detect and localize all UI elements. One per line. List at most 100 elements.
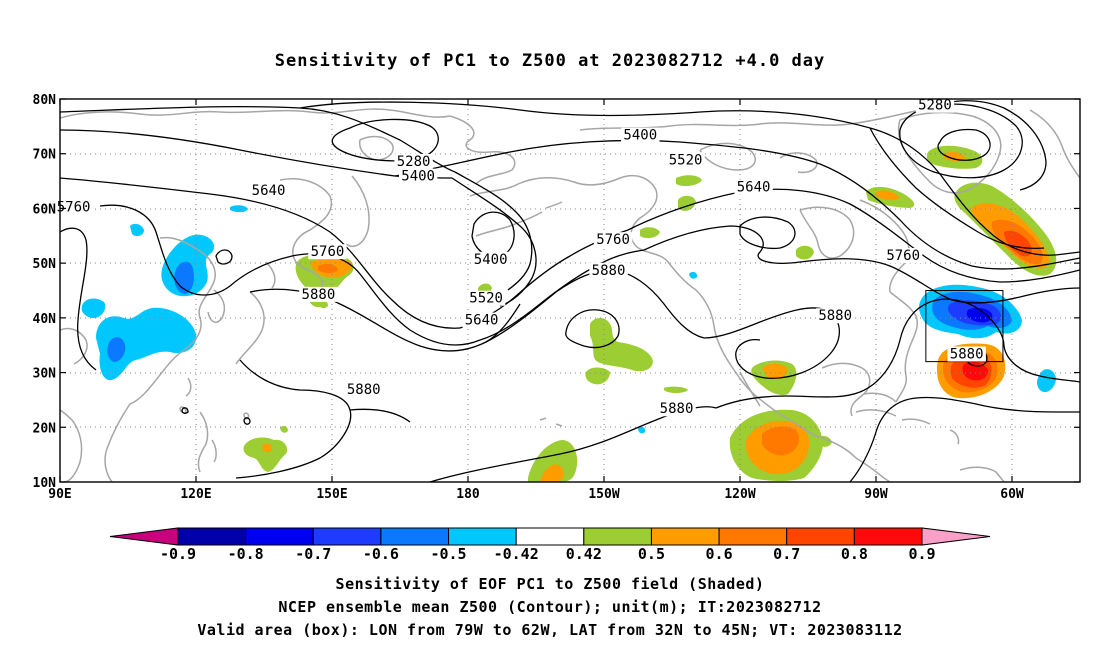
- colorbar-label: 0.8: [841, 545, 868, 563]
- contour-5760-canada-loop: [739, 216, 796, 250]
- contour-5520-alaska: [394, 139, 1080, 270]
- colorbar-label: 0.42: [566, 545, 602, 563]
- contour-label-bg: [657, 401, 696, 417]
- contour-label: 5640: [465, 313, 499, 329]
- pos-shade-alaska-1: [676, 175, 702, 187]
- contour-5880-atlantic: [1003, 345, 1080, 383]
- pos-shade-canada-west: [796, 245, 814, 260]
- contour-5760-aleutian: [479, 249, 645, 341]
- lon-label: 120W: [724, 487, 755, 502]
- contour-label-bg: [589, 262, 628, 278]
- lon-label: 90W: [864, 487, 888, 502]
- neg-shade-us-east-center: [966, 307, 993, 323]
- neg-shade-small-1: [130, 223, 144, 237]
- coastline-europe: [1029, 109, 1080, 179]
- lat-label: 20N: [33, 421, 57, 436]
- colorbar-swatch: [853, 527, 923, 546]
- colorbar-swatch: [448, 527, 517, 546]
- pos-shade-small-pos-2: [318, 299, 328, 309]
- coastline-korea: [207, 289, 226, 323]
- colorbar-high-end: [921, 527, 991, 546]
- contour-5760-canada: [643, 225, 1080, 304]
- coastline-baja: [739, 371, 761, 407]
- colorbar-label: -0.9: [160, 545, 196, 563]
- neg-shade-small-4: [638, 426, 646, 434]
- contour-label-bg: [947, 346, 986, 362]
- neg-shade-china-core: [107, 337, 126, 362]
- colorbar-swatch: [583, 527, 652, 546]
- colorbar-swatch: [515, 527, 585, 546]
- contour-5520-aleutian: [451, 177, 537, 307]
- contour-label-bg: [734, 179, 773, 195]
- contour-label-bg: [666, 152, 705, 168]
- colorbar-label: 0.5: [638, 545, 665, 563]
- contour-label: 5760: [596, 232, 630, 248]
- contour-5280-greenland-inner: [937, 128, 991, 161]
- coastline-aleutians: [475, 201, 563, 237]
- lat-label: 60N: [33, 202, 57, 217]
- caption-line-3: Valid area (box): LON from 79W to 62W, L…: [197, 621, 903, 639]
- pos-shade-pacific-ne-green: [818, 435, 832, 447]
- pos-shade-pacific-south-core: [540, 464, 564, 482]
- coastline-small-islands: [179, 406, 250, 420]
- contour-label: 5640: [737, 180, 771, 196]
- neg-shade-small-3: [689, 271, 698, 279]
- contour-label-bg: [398, 168, 438, 184]
- contour-5400-hudson: [869, 127, 1045, 250]
- neg-shade-siberia-west: [81, 298, 106, 318]
- contour-5640-band: [60, 177, 461, 329]
- caption-line-2: NCEP ensemble mean Z500 (Contour); unit(…: [278, 598, 822, 616]
- pos-shade-pacific-south: [528, 440, 578, 482]
- contour-5400-alaska: [299, 101, 1080, 256]
- colorbar-label: -0.8: [228, 545, 264, 563]
- colorbar-swatch: [312, 527, 382, 546]
- contour-5880-dome: [565, 309, 620, 349]
- coastline-okhotsk: [279, 178, 333, 297]
- colorbar-swatch: [786, 527, 855, 546]
- coastline-us-west: [695, 289, 757, 397]
- contour-label: 5880: [818, 308, 852, 324]
- coastline-mexico: [755, 395, 857, 459]
- contour-label: 5280: [918, 98, 952, 114]
- lat-label: 10N: [33, 476, 57, 491]
- contour-label: 5520: [469, 291, 503, 307]
- coastline-us-east: [889, 291, 919, 403]
- caption-line-1: Sensitivity of EOF PC1 to Z500 field (Sh…: [335, 575, 765, 593]
- contour-label: 5520: [669, 152, 703, 168]
- colorbar-low-end: [109, 527, 179, 546]
- contour-label-bg: [466, 290, 506, 306]
- coastline-caribbean: [855, 409, 960, 445]
- contour-5880-west-pac-south: [235, 359, 352, 479]
- coastline-china-inland: [60, 327, 88, 365]
- shading-layer: [81, 145, 1057, 482]
- coastline-south-america: [959, 466, 1005, 482]
- contour-label: 5880: [302, 287, 336, 303]
- colorbar-label: 0.9: [908, 545, 935, 563]
- lon-label: 150W: [588, 487, 619, 502]
- map-frame: [59, 98, 1081, 483]
- contour-label-bg: [394, 153, 433, 169]
- contour-5400-aleutian: [454, 171, 533, 291]
- coastline-central-america: [855, 457, 891, 482]
- pos-shade-atlantic-north-inner: [1004, 230, 1032, 257]
- contour-label-bg: [884, 248, 923, 264]
- coastline-canada-islands: [699, 142, 818, 174]
- contour-5880-us: [703, 307, 840, 379]
- contour-label: 5760: [886, 248, 920, 264]
- coastline-india: [60, 409, 73, 421]
- contour-label-bg: [299, 286, 338, 302]
- lon-label: 120E: [180, 487, 211, 502]
- contour-5880-east: [715, 298, 1005, 409]
- contour-small-loop-1: [215, 249, 233, 265]
- contour-label: 5400: [474, 252, 508, 268]
- contour-label-bg: [462, 312, 501, 328]
- contour-label: 5880: [660, 401, 694, 417]
- contour-label: 5760: [311, 244, 345, 260]
- lat-label: 40N: [33, 312, 57, 327]
- coastline-philippines: [197, 411, 217, 473]
- coastline-siberia-east: [449, 115, 516, 185]
- contour-label-bg: [593, 232, 633, 248]
- colorbar-label: -0.42: [494, 545, 539, 563]
- pos-shade-pacific-central: [590, 318, 653, 372]
